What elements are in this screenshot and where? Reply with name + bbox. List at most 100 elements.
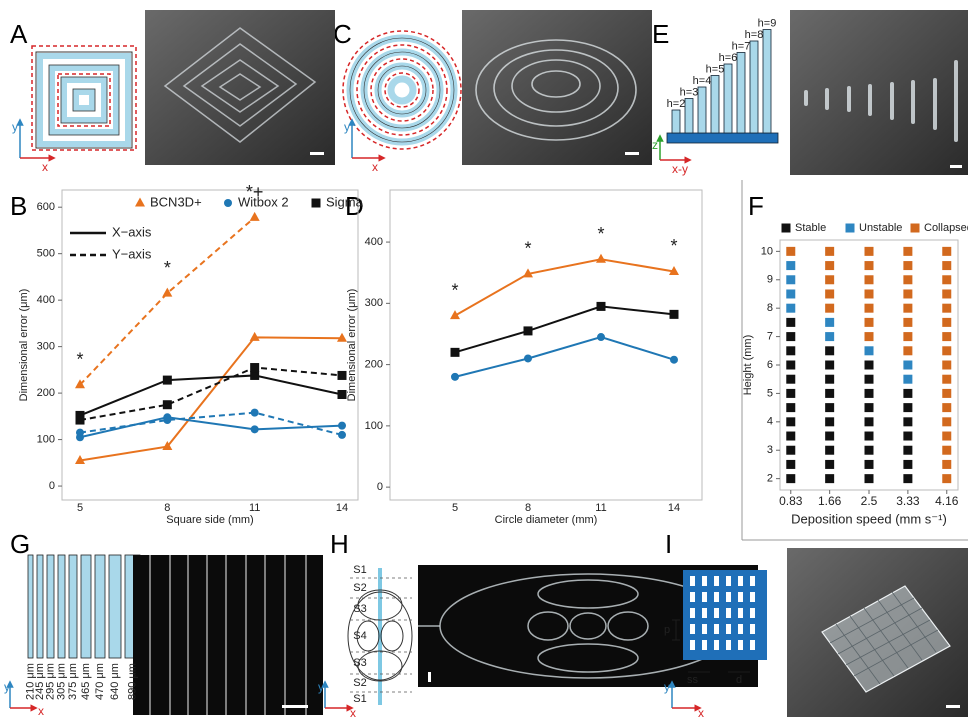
x-tick-label: 1.66	[818, 494, 842, 508]
width-label: 640 μm	[109, 663, 121, 700]
mesh-diagram	[672, 570, 767, 672]
status-square	[786, 389, 795, 398]
axis-letter: y	[344, 120, 350, 134]
status-square	[903, 247, 912, 256]
marker	[338, 422, 346, 430]
pillar	[750, 41, 758, 133]
status-square	[865, 332, 874, 341]
status-square	[903, 389, 912, 398]
status-square	[825, 261, 834, 270]
legend-label: Sigma	[326, 194, 364, 209]
panel-label: H	[330, 529, 349, 559]
plot-frame	[390, 190, 702, 500]
status-square	[786, 403, 795, 412]
y-tick-label: 100	[365, 420, 383, 432]
channel	[28, 555, 33, 658]
y-tick-label: 0	[49, 480, 55, 492]
marker	[597, 333, 605, 341]
legend-swatch	[782, 224, 791, 233]
channel-diagram	[28, 555, 140, 658]
marker	[312, 199, 321, 208]
axis-letter: x	[38, 704, 44, 717]
axis-arrows	[325, 684, 350, 708]
x-tick-label: 14	[336, 502, 348, 514]
axis-letter: x	[350, 706, 356, 717]
pillar	[737, 53, 745, 134]
status-square	[865, 275, 874, 284]
annotation: *	[164, 258, 171, 278]
status-square	[825, 474, 834, 483]
status-square	[903, 275, 912, 284]
height-label: h=2	[667, 98, 686, 110]
marker	[524, 326, 533, 335]
x-tick-label: 8	[525, 502, 531, 514]
marker	[135, 198, 145, 207]
width-label: 470 μm	[94, 663, 106, 700]
marker	[251, 409, 259, 417]
marker	[163, 416, 171, 424]
status-square	[825, 460, 834, 469]
y-tick-label: 10	[761, 245, 773, 257]
status-square	[825, 403, 834, 412]
x-tick-label: 11	[249, 502, 260, 514]
y-tick-label: 100	[37, 433, 55, 445]
status-square	[942, 261, 951, 270]
pillar	[724, 64, 732, 133]
channel	[37, 555, 43, 658]
axis-letter: x-y	[672, 162, 688, 176]
status-square	[942, 389, 951, 398]
marker	[250, 332, 260, 341]
figure: A C E B D F G H I y x	[0, 0, 968, 717]
section-label: S4	[353, 630, 366, 642]
status-square	[786, 460, 795, 469]
status-square	[942, 446, 951, 455]
photo	[462, 10, 652, 165]
status-square	[865, 417, 874, 426]
data-line	[80, 368, 342, 421]
pillar	[672, 110, 680, 133]
status-square	[786, 247, 795, 256]
panel-label: E	[652, 19, 669, 49]
status-square	[942, 346, 951, 355]
x-tick-label: 3.33	[896, 494, 920, 508]
x-tick-label: 14	[668, 502, 680, 514]
dimension-label: p	[664, 624, 670, 636]
marker	[250, 212, 260, 221]
height-label: h=5	[706, 63, 725, 75]
channel	[69, 555, 77, 658]
data-line	[80, 217, 255, 384]
width-label: 890 μm	[126, 663, 138, 700]
status-square	[825, 289, 834, 298]
photo	[145, 10, 335, 165]
height-label: h=9	[758, 17, 777, 29]
status-square	[942, 318, 951, 327]
axis-letter: x	[42, 160, 48, 174]
y-tick-label: 7	[767, 330, 773, 342]
section-label: S3	[353, 603, 366, 615]
status-square	[903, 403, 912, 412]
x-tick-label: 2.5	[861, 494, 878, 508]
status-square	[786, 361, 795, 370]
marker	[224, 199, 232, 207]
y-tick-label: 8	[767, 302, 773, 314]
status-square	[903, 361, 912, 370]
axis-arrows	[672, 684, 698, 708]
status-square	[865, 474, 874, 483]
y-tick-label: 2	[767, 473, 773, 485]
y-tick-label: 9	[767, 274, 773, 286]
square-spiral-diagram	[32, 46, 136, 150]
status-square	[825, 389, 834, 398]
status-square	[865, 403, 874, 412]
marker	[670, 310, 679, 319]
y-tick-label: 500	[37, 248, 55, 260]
status-square	[903, 375, 912, 384]
data-line	[455, 259, 674, 315]
x-tick-label: 0.83	[779, 494, 803, 508]
y-axis-label: Dimensional error (μm)	[18, 289, 30, 402]
status-square	[865, 261, 874, 270]
marker	[338, 431, 346, 439]
status-square	[825, 275, 834, 284]
marker	[451, 348, 460, 357]
status-square	[903, 318, 912, 327]
status-square	[825, 304, 834, 313]
